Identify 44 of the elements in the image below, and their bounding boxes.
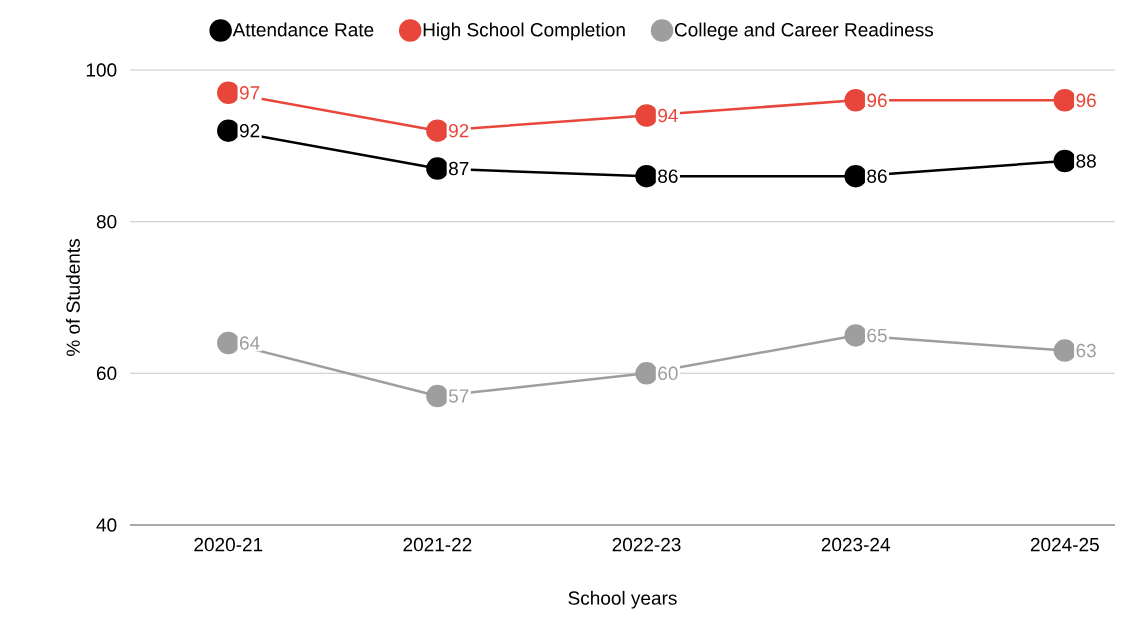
data-label: 86 (658, 169, 678, 183)
data-label: 94 (658, 108, 678, 123)
point (635, 164, 658, 188)
data-label: 60 (658, 366, 678, 381)
data-label: 87 (449, 161, 469, 176)
data-label: 92 (449, 123, 469, 138)
data-label: 65 (867, 328, 887, 343)
x-axis-title: School years (568, 590, 677, 609)
point (844, 89, 867, 112)
point (635, 104, 658, 127)
point (217, 119, 240, 142)
x-tick-label: 2022-23 (612, 537, 681, 552)
point (844, 164, 867, 188)
y-tick-label: 80 (96, 214, 117, 229)
data-label: 86 (867, 169, 887, 183)
point (1053, 339, 1077, 362)
point (1053, 89, 1077, 112)
point (426, 119, 449, 142)
point (217, 81, 240, 104)
data-label: 97 (239, 86, 260, 100)
data-label: 63 (1076, 343, 1096, 358)
data-label: 88 (1076, 154, 1096, 168)
data-label: 57 (448, 389, 469, 403)
point (217, 331, 240, 355)
data-label: 64 (240, 336, 260, 350)
x-tick-label: 2020-21 (194, 537, 263, 552)
point (1053, 149, 1077, 173)
legend-label: College and Career Readiness (674, 22, 934, 41)
legend-label: Attendance Rate (232, 22, 374, 37)
x-tick-label: 2024-25 (1030, 537, 1099, 552)
data-label: 96 (867, 93, 887, 108)
point (844, 324, 867, 347)
point (426, 157, 449, 180)
legend-label: High School Completion (423, 22, 625, 41)
y-axis-title: % of Students (65, 239, 80, 356)
x-tick-label: 2023-24 (821, 537, 890, 552)
data-label: 96 (1076, 93, 1096, 108)
y-tick-label: 40 (96, 518, 117, 532)
y-tick-label: 100 (86, 63, 117, 77)
point (426, 384, 449, 408)
y-tick-label: 60 (96, 366, 117, 381)
x-tick-label: 2021-22 (403, 537, 472, 552)
data-label: 92 (239, 123, 260, 138)
point (635, 362, 658, 385)
